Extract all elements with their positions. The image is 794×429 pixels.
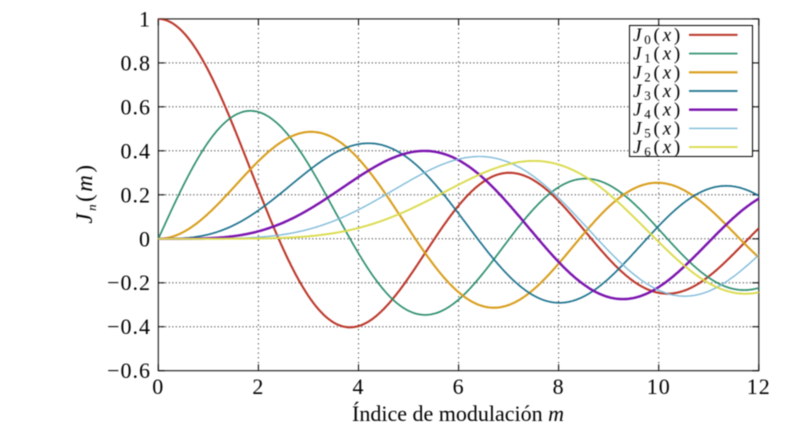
- svg-text:2: 2: [252, 374, 264, 399]
- svg-text:J0(x): J0(x): [633, 25, 683, 47]
- svg-text:4: 4: [353, 374, 365, 399]
- svg-text:J2(x): J2(x): [633, 62, 683, 84]
- svg-text:0: 0: [152, 374, 164, 399]
- svg-text:J1(x): J1(x): [633, 44, 683, 66]
- svg-text:−0.2: −0.2: [107, 270, 151, 295]
- svg-text:0.2: 0.2: [121, 182, 152, 207]
- svg-text:Jn(m): Jn(m): [72, 162, 99, 223]
- svg-text:J5(x): J5(x): [633, 118, 683, 140]
- svg-text:J3(x): J3(x): [633, 81, 683, 103]
- svg-text:−0.6: −0.6: [107, 358, 151, 383]
- svg-text:6: 6: [453, 374, 465, 399]
- svg-text:0.4: 0.4: [121, 138, 152, 163]
- svg-text:12: 12: [747, 374, 771, 399]
- svg-text:J6(x): J6(x): [633, 137, 683, 159]
- svg-text:0.8: 0.8: [121, 50, 152, 75]
- svg-text:−0.4: −0.4: [107, 314, 151, 339]
- svg-text:10: 10: [647, 374, 671, 399]
- svg-text:0: 0: [139, 226, 151, 251]
- svg-text:Índice de modulación m: Índice de modulación m: [352, 401, 564, 426]
- svg-text:0.6: 0.6: [121, 94, 152, 119]
- svg-text:8: 8: [553, 374, 565, 399]
- svg-text:1: 1: [139, 6, 151, 31]
- svg-text:J4(x): J4(x): [633, 100, 683, 122]
